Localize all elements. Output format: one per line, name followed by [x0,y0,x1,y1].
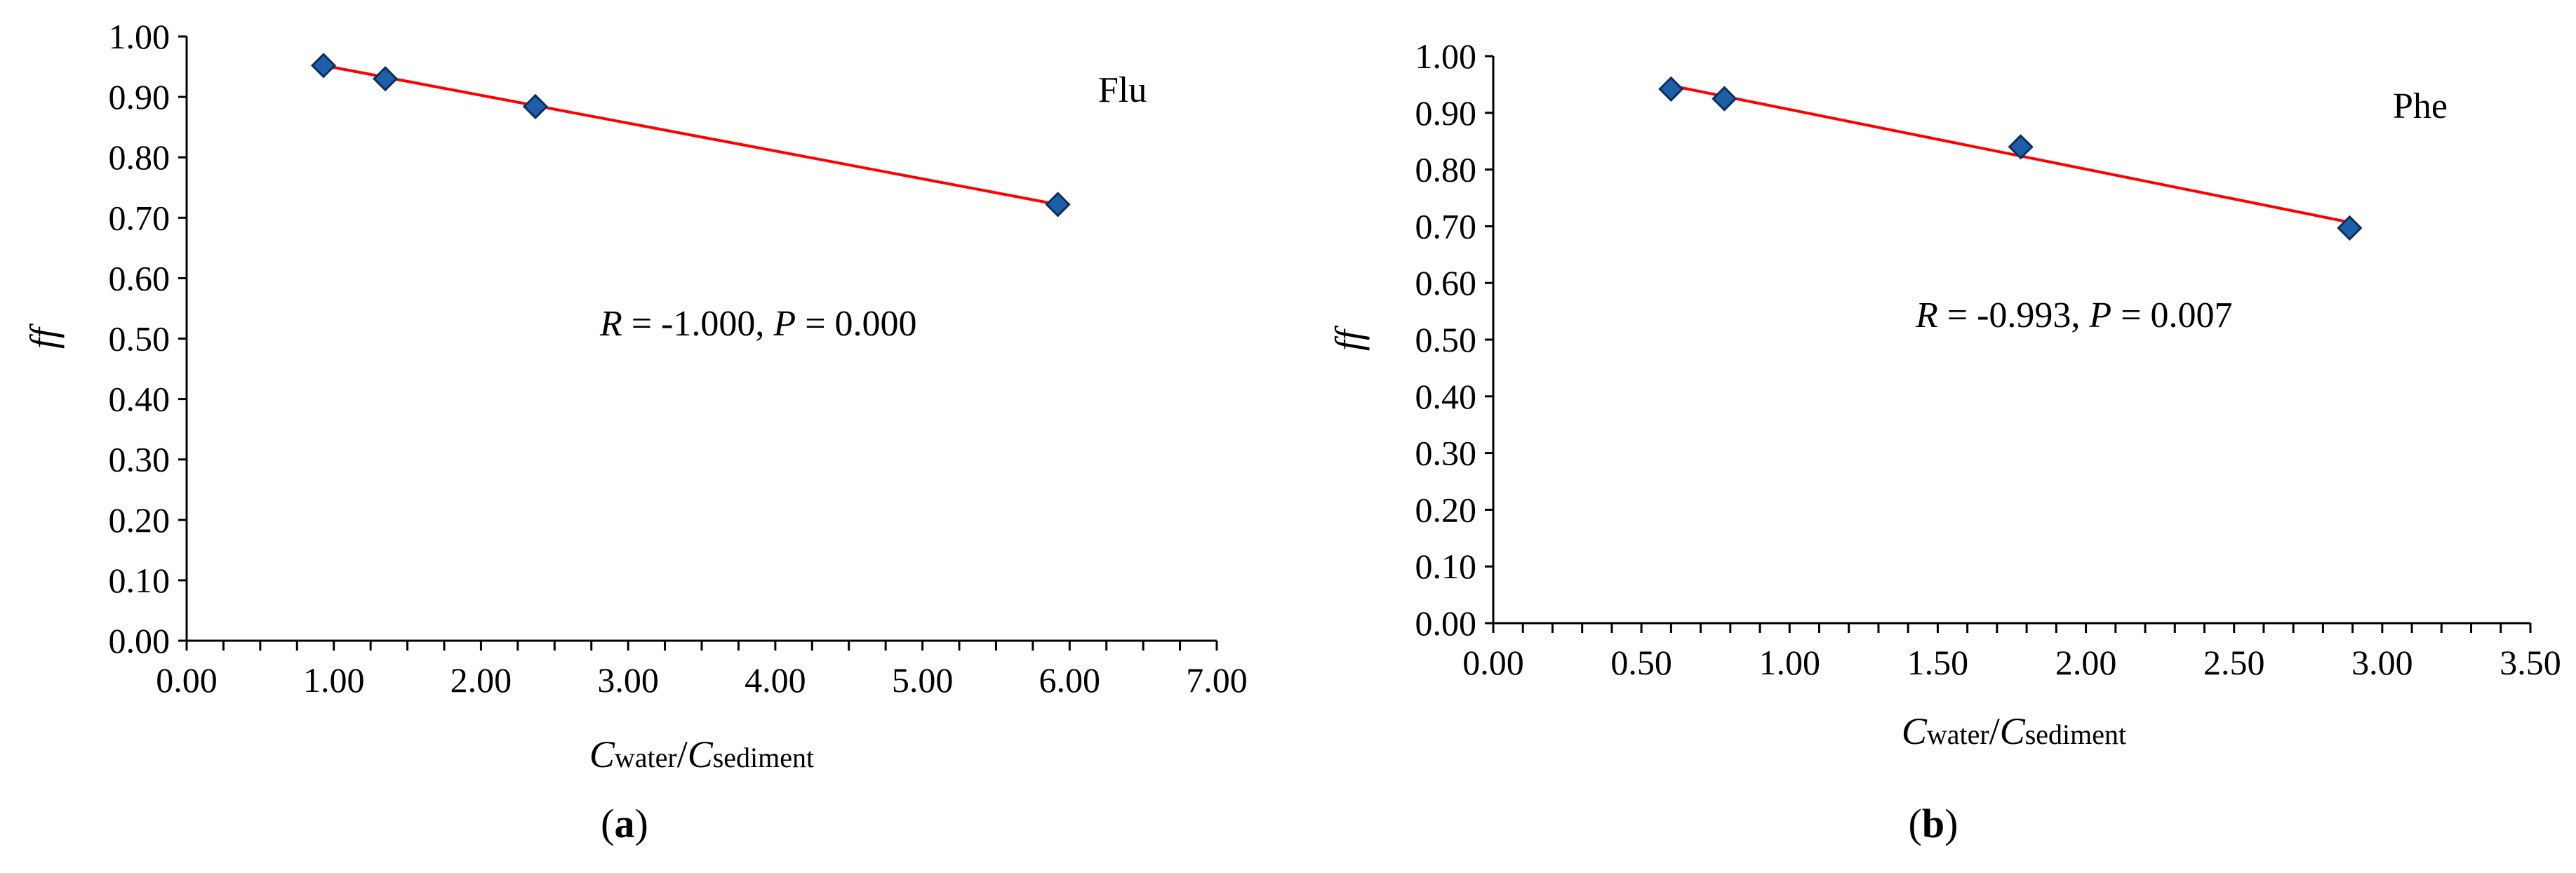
y-tick-label: 0.60 [1415,263,1477,302]
y-tick-label: 0.00 [1415,604,1477,643]
panel-label-close-b: ) [1944,801,1958,846]
panel-label-b: (b) [1909,801,1958,846]
x-tick-label: 0.00 [156,660,218,700]
x-ticks-b [1492,623,2532,633]
x-title-s2-a: sediment [713,742,814,773]
p-value-b: = 0.007 [2111,295,2232,335]
x-tick-labels-a: 0.00 1.00 2.00 3.00 4.00 5.00 6.00 7.00 [156,660,1248,700]
x-tick-labels-b: 0.00 0.50 1.00 1.50 2.00 2.50 3.00 3.50 [1462,643,2561,682]
panel-label-open-a: ( [601,801,614,846]
panel-label-close-a: ) [635,801,648,846]
chart-panel-b: 0.00 0.10 0.20 0.30 0.40 0.50 0.60 0.70 0.80 0.90… [1328,36,2561,846]
y-tick-label: 0.90 [109,77,171,116]
x-axis-title-b: Cwater/Csediment [1902,710,2126,752]
p-symbol-a: P [773,304,796,344]
x-tick-label: 3.50 [2500,643,2561,682]
x-tick-label: 2.00 [2055,643,2117,682]
r-value-a: = -1.000, [622,304,774,344]
y-tick-label: 0.30 [1415,434,1477,473]
r-symbol-a: R [599,304,622,344]
x-tick-label: 0.00 [1462,643,1524,682]
x-title-c2-a: C [688,733,714,775]
y-tick-label: 0.00 [109,621,171,660]
x-title-c1-b: C [1902,710,1928,752]
data-point-marker [1711,86,1737,112]
panel-label-a: (a) [601,801,648,846]
y-ticks-a [178,35,187,642]
data-point-marker [522,93,549,119]
data-point-marker [372,66,399,92]
data-point-marker [1045,192,1071,218]
trendline [1670,84,2350,224]
stat-annotation-b: R = -0.993, P = 0.007 [1915,295,2233,335]
y-tick-label: 0.80 [109,138,171,177]
series-label-a: Flu [1098,70,1147,110]
x-tick-label: 3.00 [2351,643,2413,682]
panel-label-open-b: ( [1909,801,1922,846]
y-tick-label: 0.50 [109,319,171,359]
x-title-c1-a: C [589,733,615,775]
x-title-s1-b: water [1927,719,1989,750]
y-tick-label: 0.70 [109,198,171,237]
y-tick-label: 1.00 [1415,36,1477,76]
y-tick-label: 0.80 [1415,150,1477,189]
chart-panel-a: 0.00 0.10 0.20 0.30 0.40 0.50 0.60 0.70 0.80 0.90… [22,17,1248,846]
x-tick-label: 5.00 [892,660,954,700]
y-ticks-b [1485,55,1493,625]
y-axis-title-a: ff [22,323,65,349]
trendline-group-b [1670,84,2350,224]
y-tick-labels-b: 0.00 0.10 0.20 0.30 0.40 0.50 0.60 0.70 0.80 0.90… [1415,36,1477,643]
y-tick-label: 1.00 [109,17,171,56]
panel-label-letter-a: a [615,801,635,846]
y-tick-label: 0.50 [1415,320,1477,359]
x-tick-label: 2.50 [2203,643,2265,682]
markers-b [1658,76,2363,241]
y-tick-label: 0.30 [109,440,171,479]
y-tick-label: 0.40 [109,380,171,419]
p-symbol-b: P [2088,295,2111,335]
series-label-b: Phe [2393,86,2448,126]
y-tick-label: 0.20 [1415,490,1477,529]
r-symbol-b: R [1915,295,1938,335]
x-tick-label: 4.00 [745,660,806,700]
y-tick-labels-a: 0.00 0.10 0.20 0.30 0.40 0.50 0.60 0.70 0.80 0.90… [109,17,171,660]
y-tick-label: 0.60 [109,258,171,298]
p-value-a: = 0.000 [796,304,916,344]
x-title-s1-a: water [615,742,677,773]
x-title-c2-b: C [2000,710,2026,752]
x-tick-label: 2.00 [451,660,512,700]
trendline [323,64,1058,206]
y-tick-label: 0.10 [1415,547,1477,586]
y-tick-label: 0.40 [1415,377,1477,416]
markers-a [310,53,1071,218]
x-tick-label: 6.00 [1039,660,1101,700]
y-axis-title-b: ff [1328,325,1370,351]
x-axis-title-a: Cwater/Csediment [589,733,814,775]
x-title-s2-b: sediment [2025,719,2126,750]
x-tick-label: 1.50 [1907,643,1969,682]
x-tick-label: 1.00 [303,660,365,700]
x-tick-label: 0.50 [1610,643,1672,682]
x-tick-label: 1.00 [1759,643,1821,682]
data-point-marker [2337,215,2363,241]
y-tick-label: 0.90 [1415,93,1477,133]
r-value-b: = -0.993, [1938,295,2090,335]
data-point-marker [2008,134,2034,160]
x-title-slash-a: / [677,733,688,775]
plot-area-a: 0.00 0.10 0.20 0.30 0.40 0.50 0.60 0.70 0.80 0.90… [109,17,1248,700]
y-tick-label: 0.10 [109,561,171,600]
y-tick-label: 0.70 [1415,206,1477,246]
x-title-slash-b: / [1989,710,2000,752]
data-point-marker [310,53,337,79]
plot-area-b: 0.00 0.10 0.20 0.30 0.40 0.50 0.60 0.70 0.80 0.90… [1415,36,2561,682]
x-tick-label: 3.00 [597,660,659,700]
data-point-marker [1658,76,1684,102]
x-ticks-a [185,641,1218,651]
x-tick-label: 7.00 [1186,660,1248,700]
y-tick-label: 0.20 [109,500,171,540]
panel-label-letter-b: b [1922,801,1944,846]
trendline-group-a [323,64,1058,206]
stat-annotation-a: R = -1.000, P = 0.000 [599,304,917,344]
